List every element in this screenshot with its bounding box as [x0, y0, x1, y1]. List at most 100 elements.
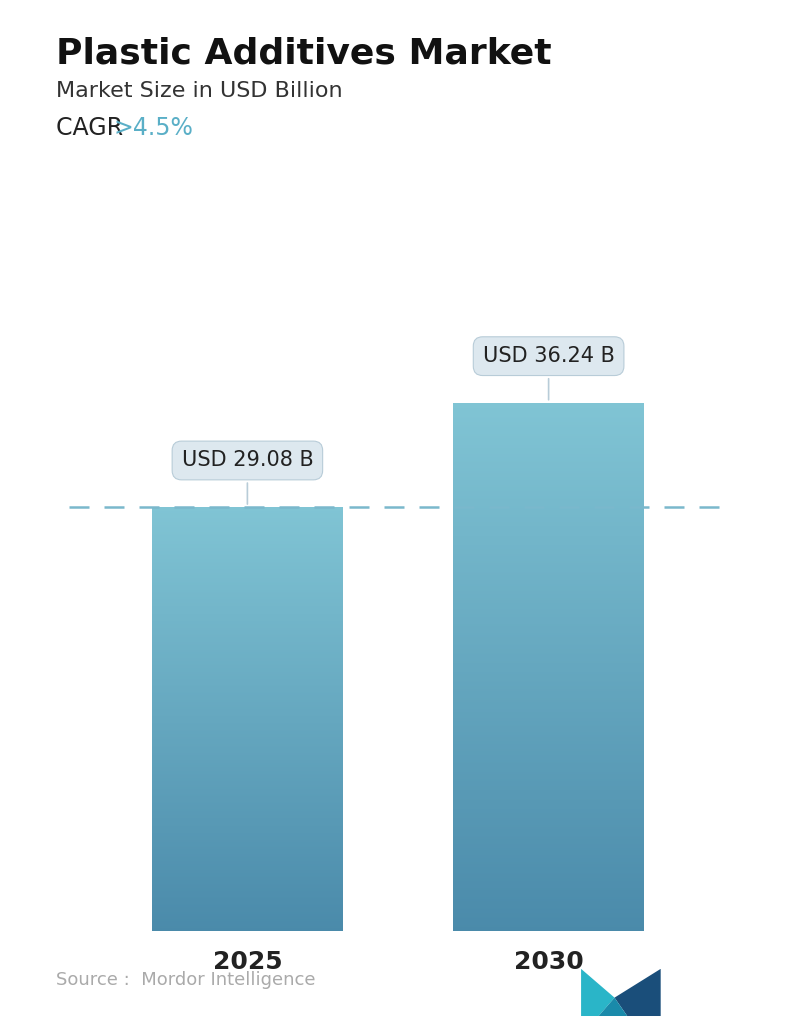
- Bar: [151, 526, 343, 528]
- Bar: [151, 787, 343, 788]
- Bar: [151, 573, 343, 575]
- Bar: [453, 467, 645, 469]
- Bar: [151, 842, 343, 843]
- Bar: [453, 792, 645, 793]
- Bar: [151, 798, 343, 799]
- Bar: [453, 758, 645, 760]
- Bar: [151, 709, 343, 710]
- Bar: [453, 436, 645, 437]
- Bar: [151, 571, 343, 572]
- Bar: [151, 752, 343, 753]
- Bar: [453, 680, 645, 682]
- Bar: [453, 738, 645, 740]
- Bar: [151, 642, 343, 644]
- Bar: [453, 815, 645, 816]
- Bar: [151, 923, 343, 925]
- Bar: [151, 720, 343, 722]
- Bar: [453, 547, 645, 549]
- Bar: [453, 818, 645, 820]
- Bar: [453, 904, 645, 906]
- Bar: [453, 527, 645, 529]
- Bar: [453, 432, 645, 434]
- Bar: [151, 856, 343, 857]
- Bar: [453, 598, 645, 600]
- Bar: [453, 838, 645, 839]
- Bar: [151, 613, 343, 614]
- Bar: [151, 711, 343, 713]
- Bar: [151, 861, 343, 862]
- Bar: [151, 595, 343, 596]
- Bar: [453, 850, 645, 851]
- Bar: [453, 489, 645, 490]
- Bar: [453, 655, 645, 656]
- Bar: [151, 621, 343, 622]
- Bar: [453, 811, 645, 813]
- Bar: [151, 559, 343, 560]
- Bar: [453, 577, 645, 579]
- Bar: [453, 858, 645, 860]
- Bar: [453, 579, 645, 580]
- Bar: [453, 505, 645, 507]
- Bar: [453, 885, 645, 886]
- Bar: [151, 860, 343, 861]
- Bar: [151, 668, 343, 669]
- Bar: [151, 762, 343, 764]
- Bar: [453, 788, 645, 790]
- Bar: [151, 830, 343, 831]
- Bar: [151, 741, 343, 742]
- Bar: [453, 770, 645, 772]
- Bar: [151, 522, 343, 524]
- Bar: [453, 763, 645, 765]
- Bar: [151, 641, 343, 642]
- Bar: [151, 609, 343, 610]
- Bar: [453, 780, 645, 781]
- Bar: [453, 482, 645, 484]
- Bar: [151, 596, 343, 598]
- Bar: [453, 549, 645, 550]
- Bar: [453, 572, 645, 573]
- Bar: [151, 537, 343, 538]
- Bar: [151, 783, 343, 784]
- Bar: [453, 913, 645, 915]
- Bar: [151, 540, 343, 541]
- Bar: [453, 610, 645, 612]
- Bar: [151, 847, 343, 849]
- Bar: [151, 888, 343, 889]
- Bar: [453, 730, 645, 732]
- Bar: [453, 475, 645, 477]
- Bar: [151, 579, 343, 580]
- Bar: [453, 748, 645, 750]
- Bar: [453, 690, 645, 692]
- Bar: [453, 496, 645, 497]
- Bar: [453, 733, 645, 735]
- Bar: [453, 469, 645, 472]
- Bar: [453, 644, 645, 645]
- Bar: [453, 510, 645, 512]
- Bar: [151, 760, 343, 761]
- Bar: [453, 810, 645, 811]
- Bar: [151, 850, 343, 852]
- Bar: [453, 920, 645, 921]
- Bar: [151, 883, 343, 884]
- Bar: [151, 827, 343, 829]
- Bar: [453, 916, 645, 918]
- Bar: [453, 785, 645, 786]
- Bar: [453, 797, 645, 798]
- Bar: [453, 544, 645, 545]
- Bar: [453, 823, 645, 825]
- Bar: [453, 876, 645, 878]
- Bar: [151, 645, 343, 646]
- Bar: [453, 665, 645, 667]
- Bar: [453, 555, 645, 557]
- Bar: [453, 512, 645, 514]
- Bar: [453, 695, 645, 697]
- Bar: [151, 771, 343, 772]
- Bar: [151, 853, 343, 854]
- Bar: [453, 855, 645, 857]
- Bar: [151, 689, 343, 691]
- Bar: [151, 509, 343, 510]
- Bar: [453, 568, 645, 570]
- Bar: [151, 870, 343, 872]
- Bar: [151, 556, 343, 557]
- Bar: [453, 756, 645, 758]
